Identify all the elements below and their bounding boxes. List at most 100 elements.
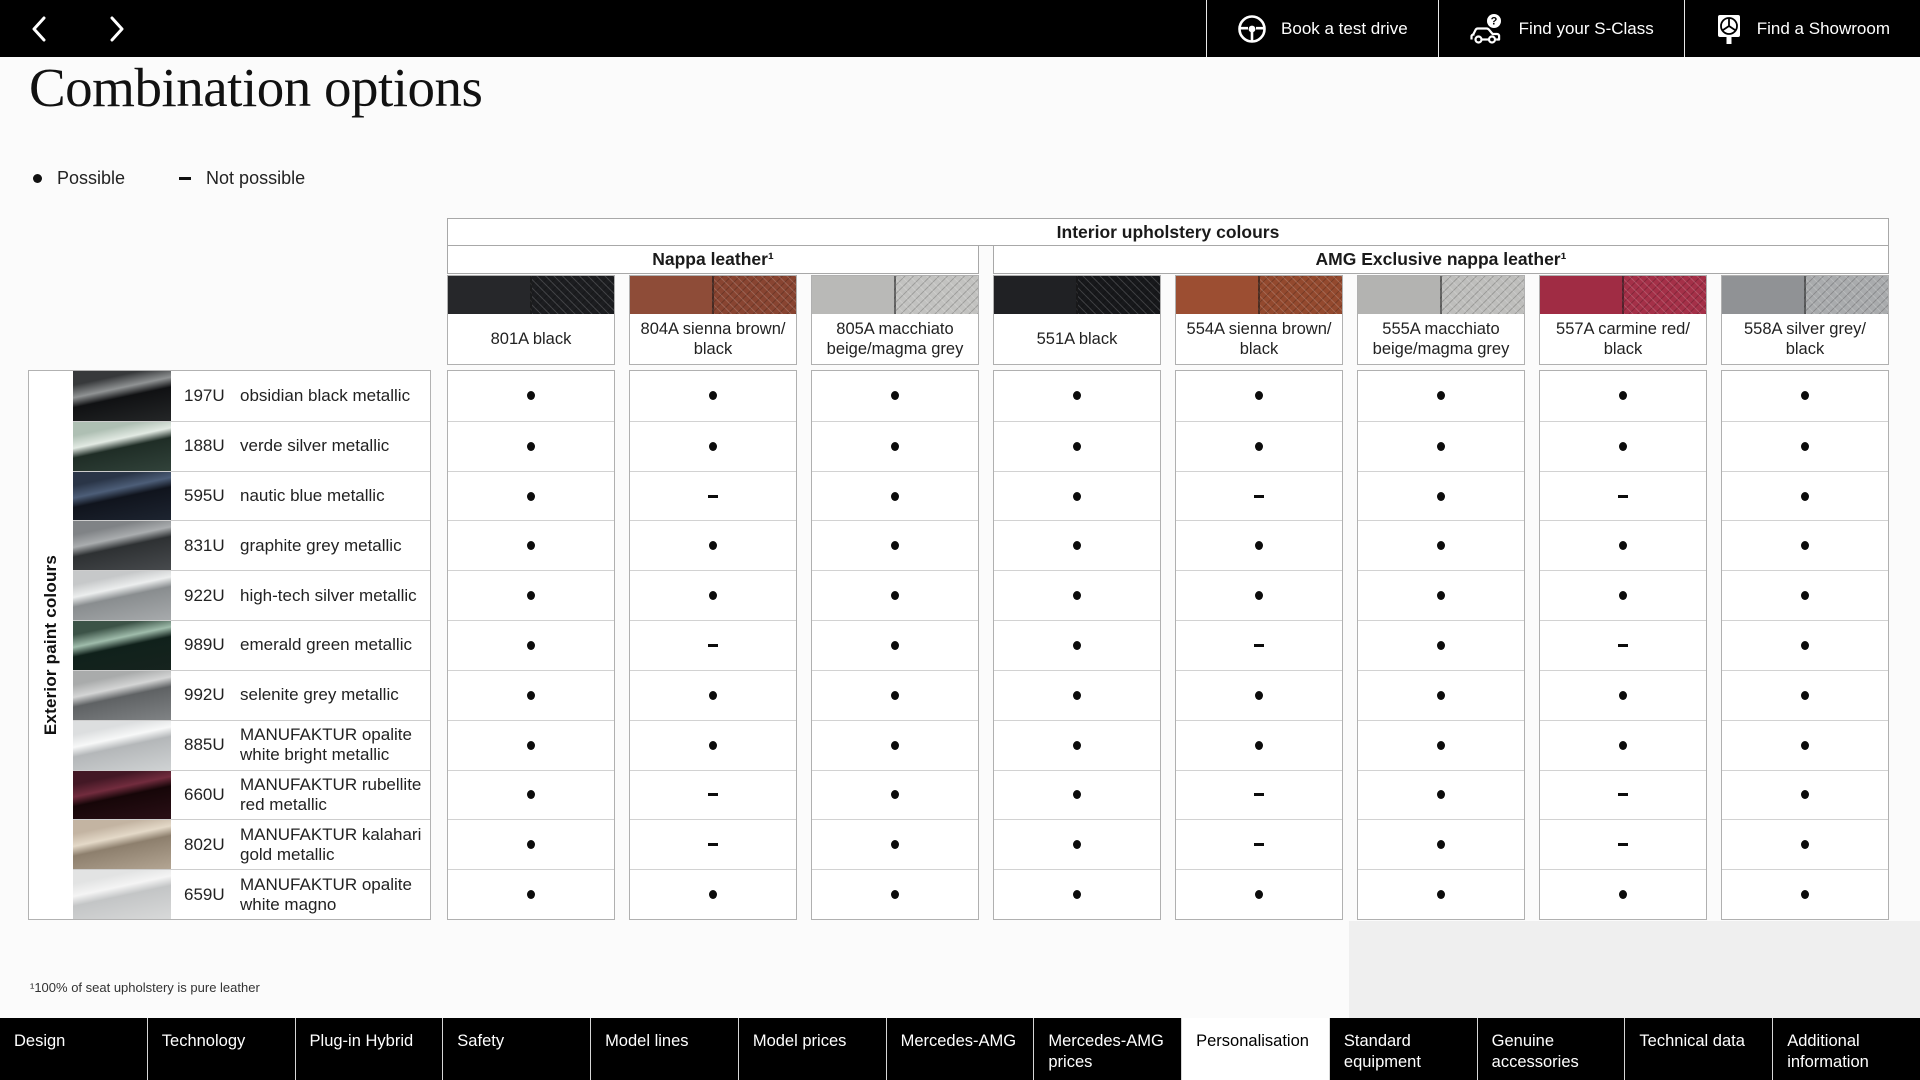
tab-technical-data[interactable]: Technical data: [1625, 1018, 1774, 1080]
matrix-cell-922u-804a: [630, 570, 796, 620]
possible-dot-icon: [1255, 541, 1263, 551]
matrix-cell-659u-801a: [448, 869, 614, 919]
matrix-cell-188u-555a: [1358, 420, 1524, 471]
possible-dot-icon: [527, 740, 535, 750]
possible-dot-icon: [1073, 740, 1081, 750]
tab-label: Technology: [161, 1032, 246, 1050]
paint-label: 197U obsidian black metallic: [171, 371, 430, 421]
matrix-cell-885u-551a: [994, 719, 1160, 770]
possible-dot-icon: [1437, 840, 1445, 850]
matrix-column-554a: [1175, 370, 1343, 920]
matrix-cell-885u-555a: [1358, 719, 1524, 770]
tab-label: Standard equipment: [1343, 1032, 1421, 1071]
not-possible-dash-icon: [1618, 793, 1628, 797]
possible-dot-icon: [1073, 441, 1081, 451]
find-your-s-class-label: Find your S-Class: [1518, 18, 1654, 38]
tab-model-prices[interactable]: Model prices: [739, 1018, 887, 1080]
not-possible-dash-icon: [708, 793, 718, 797]
swatch-left-half: [994, 276, 1076, 314]
matrix-cell-922u-805a: [812, 570, 978, 620]
column-label: 557A carmine red/ black: [1556, 320, 1690, 358]
matrix-cell-885u-801a: [448, 719, 614, 770]
possible-dot-icon: [1437, 441, 1445, 451]
matrix-cell-922u-555a: [1358, 570, 1524, 620]
paint-label: 595U nautic blue metallic: [171, 472, 430, 521]
tab-design[interactable]: Design: [0, 1018, 148, 1080]
tab-mercedes-amg[interactable]: Mercedes-AMG: [887, 1018, 1035, 1080]
paint-code: 989U: [184, 635, 225, 655]
next-page-button[interactable]: [100, 12, 134, 46]
possible-dot-icon: [1801, 391, 1809, 401]
matrix-cell-802u-551a: [994, 819, 1160, 869]
tab-plug-in-hybrid[interactable]: Plug-in Hybrid: [296, 1018, 444, 1080]
book-test-drive-button[interactable]: Book a test drive: [1206, 0, 1438, 57]
svg-text:?: ?: [1490, 15, 1497, 27]
find-a-showroom-button[interactable]: Find a Showroom: [1683, 0, 1920, 57]
matrix-cell-197u-551a: [994, 371, 1160, 421]
not-possible-dash-icon: [708, 643, 718, 647]
matrix-cell-188u-551a: [994, 420, 1160, 471]
matrix-cell-659u-558a: [1722, 869, 1888, 919]
matrix-cell-659u-551a: [994, 869, 1160, 919]
tab-standard-equipment[interactable]: Standard equipment: [1330, 1018, 1478, 1080]
book-test-drive-label: Book a test drive: [1281, 18, 1408, 38]
tab-label: Genuine accessories: [1491, 1032, 1579, 1071]
possible-dot-icon: [1255, 441, 1263, 451]
column-header-801a: 801A black: [447, 275, 615, 365]
possible-dot-icon: [1801, 591, 1809, 601]
column-label: 551A black: [1036, 330, 1118, 348]
paint-swatch-197u: [73, 371, 171, 421]
matrix-cell-802u-805a: [812, 819, 978, 869]
tab-label: Technical data: [1639, 1032, 1745, 1050]
paint-row-831u: 831U graphite grey metallic: [73, 520, 430, 571]
upholstery-swatch-804a: [630, 276, 796, 314]
paint-label: 989U emerald green metallic: [171, 621, 430, 670]
column-label: 554A sienna brown/ black: [1186, 320, 1332, 358]
matrix-cell-197u-801a: [448, 371, 614, 421]
paint-swatch-922u: [73, 571, 171, 621]
find-your-s-class-button[interactable]: ? Find your S-Class: [1437, 0, 1684, 57]
paint-code: 659U: [184, 884, 225, 904]
tab-technology[interactable]: Technology: [148, 1018, 296, 1080]
paint-label: 660U MANUFAKTUR rubellite red metallic: [171, 771, 430, 820]
paint-code: 595U: [184, 486, 225, 506]
possible-dot-icon: [1073, 840, 1081, 850]
tab-additional-information[interactable]: Additional information: [1773, 1018, 1920, 1080]
tab-model-lines[interactable]: Model lines: [591, 1018, 739, 1080]
matrix-cell-660u-801a: [448, 769, 614, 820]
possible-dot-icon: [1801, 690, 1809, 700]
possible-dot-icon: [709, 391, 717, 401]
upholstery-swatch-554a: [1176, 276, 1342, 314]
matrix-cell-922u-554a: [1176, 570, 1342, 620]
matrix-cell-660u-551a: [994, 769, 1160, 820]
tab-mercedes-amg-prices[interactable]: Mercedes-AMG prices: [1034, 1018, 1183, 1080]
paint-code: 992U: [184, 685, 225, 705]
possible-dot-icon: [1619, 890, 1627, 900]
paint-code: 802U: [184, 834, 225, 854]
paint-name: MANUFAKTUR rubellite red metallic: [240, 774, 422, 814]
paint-code: 660U: [184, 784, 225, 804]
possible-dot-icon: [891, 640, 899, 650]
tab-genuine-accessories[interactable]: Genuine accessories: [1478, 1018, 1626, 1080]
matrix-cell-831u-555a: [1358, 520, 1524, 570]
swatch-left-half: [1176, 276, 1258, 314]
tab-label: Model prices: [752, 1032, 847, 1050]
matrix-cell-989u-801a: [448, 620, 614, 670]
tab-label: Personalisation: [1196, 1032, 1309, 1050]
matrix-cell-197u-557a: [1540, 371, 1706, 421]
page-title: Combination options: [29, 57, 483, 118]
possible-dot-icon: [709, 890, 717, 900]
matrix-cell-197u-558a: [1722, 371, 1888, 421]
paint-name: graphite grey metallic: [240, 535, 402, 555]
paint-name: MANUFAKTUR opalite white bright metallic: [240, 725, 412, 765]
tab-personalisation[interactable]: Personalisation: [1182, 1018, 1330, 1080]
matrix-cell-885u-557a: [1540, 719, 1706, 770]
tab-label: Safety: [457, 1032, 505, 1050]
matrix-column-801a: [447, 370, 615, 920]
steering-wheel-icon: [1238, 14, 1266, 43]
matrix-cell-989u-804a: [630, 620, 796, 670]
legend-possible-label: Possible: [57, 168, 126, 188]
paint-swatch-660u: [73, 770, 171, 820]
prev-page-button[interactable]: [22, 12, 56, 46]
tab-safety[interactable]: Safety: [443, 1018, 592, 1080]
